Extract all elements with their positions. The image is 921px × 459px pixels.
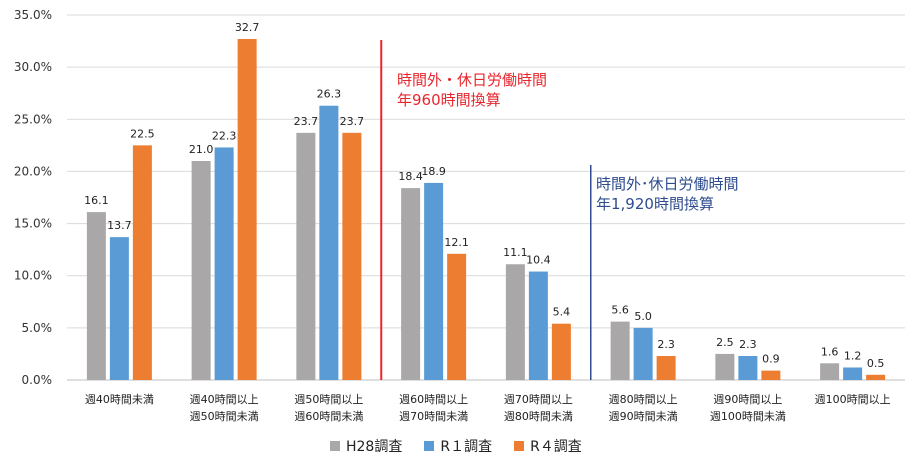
annotation-text: 時間外・休日労働時間: [397, 71, 547, 89]
bars: [86, 38, 886, 380]
category-label: 週70時間以上: [504, 393, 573, 406]
bar: [401, 188, 421, 380]
y-tick-label: 25.0%: [14, 112, 52, 126]
y-tick-label: 20.0%: [14, 164, 52, 178]
data-label: 0.5: [867, 357, 885, 370]
bar: [86, 212, 106, 380]
data-label: 0.9: [762, 353, 780, 366]
bar: [738, 356, 758, 380]
bar: [551, 323, 571, 380]
y-tick-label: 15.0%: [14, 217, 52, 231]
legend-swatch: [330, 441, 340, 451]
data-labels: 16.1 13.7 22.5 21.022.3 32.7 23.7 26.3 23.7 18.4…: [84, 21, 884, 370]
data-label: 5.6: [611, 304, 629, 317]
data-label: 5.4: [553, 306, 571, 319]
category-label: 週60時間以上: [399, 393, 468, 406]
y-tick-label: 10.0%: [14, 269, 52, 283]
bar: [505, 264, 525, 380]
data-label: 22.3: [212, 129, 237, 142]
category-label: 週40時間以上: [190, 393, 259, 406]
bar: [424, 182, 444, 380]
data-label: 23.7: [340, 115, 365, 128]
legend: H28調査 R１調査 R４調査: [330, 436, 582, 456]
data-label: 5.0: [634, 310, 652, 323]
data-label: 26.3: [317, 88, 342, 101]
category-label: 週40時間未満: [85, 393, 154, 406]
data-label: 2.5: [716, 336, 734, 349]
data-label: 22.5: [130, 127, 155, 140]
y-axis-ticks: 0.0% 5.0% 10.0% 15.0% 20.0% 25.0% 30.0% 35.0%: [14, 8, 52, 387]
legend-label: R１調査: [440, 439, 493, 455]
bar: [319, 105, 339, 380]
legend-swatch: [514, 441, 525, 451]
data-label: 10.4: [526, 254, 551, 267]
category-label: 週60時間未満: [294, 410, 363, 423]
bar: [447, 253, 467, 380]
bar: [610, 321, 630, 380]
y-tick-label: 35.0%: [14, 8, 52, 22]
data-label: 11.1: [503, 246, 528, 259]
annotation-text: 時間外･休日労働時間: [596, 175, 739, 193]
bar: [342, 132, 362, 380]
legend-item-r1: R１調査: [424, 436, 492, 456]
legend-item-h28: H28調査: [330, 436, 402, 456]
category-label: 週70時間未満: [399, 410, 468, 423]
category-label: 週50時間未満: [190, 410, 259, 423]
category-label: 週90時間以上: [713, 393, 782, 406]
legend-label: H28調査: [346, 439, 403, 455]
data-label: 1.2: [844, 349, 862, 362]
bar: [843, 367, 863, 380]
category-label: 週80時間未満: [504, 410, 573, 423]
legend-label: R４調査: [530, 439, 582, 455]
data-label: 12.1: [444, 236, 469, 249]
bar: [132, 145, 152, 380]
bar: [633, 327, 653, 380]
legend-item-r4: R４調査: [514, 436, 582, 456]
data-label: 1.6: [821, 345, 839, 358]
data-label: 2.3: [739, 338, 757, 351]
category-label: 週50時間以上: [294, 393, 363, 406]
data-label: 32.7: [235, 21, 260, 34]
category-label: 週80時間以上: [609, 393, 678, 406]
data-label: 18.4: [398, 170, 423, 183]
bar: [656, 356, 676, 380]
category-label: 週100時間以上: [815, 393, 891, 406]
data-label: 21.0: [189, 143, 214, 156]
data-label: 18.9: [421, 165, 446, 178]
bar: [761, 370, 781, 380]
bar: [820, 363, 840, 380]
y-tick-label: 0.0%: [22, 373, 53, 387]
bar: [214, 147, 234, 380]
bar: [528, 271, 548, 380]
legend-swatch: [424, 441, 435, 451]
data-label: 16.1: [84, 194, 109, 207]
data-label: 13.7: [107, 219, 132, 232]
bar: [296, 132, 316, 380]
category-label: 週90時間未満: [609, 410, 678, 423]
data-label: 23.7: [294, 115, 319, 128]
y-tick-label: 30.0%: [14, 60, 52, 74]
y-tick-label: 5.0%: [22, 321, 53, 335]
annotation-text: 年1,920時間換算: [596, 195, 714, 213]
category-label: 週100時間未満: [710, 410, 786, 423]
bar: [237, 38, 257, 380]
data-label: 2.3: [657, 338, 675, 351]
bar: [191, 161, 211, 380]
bar: [866, 374, 886, 380]
bar: [715, 353, 735, 380]
bar: [109, 237, 129, 380]
annotation-text: 年960時間換算: [397, 91, 501, 109]
